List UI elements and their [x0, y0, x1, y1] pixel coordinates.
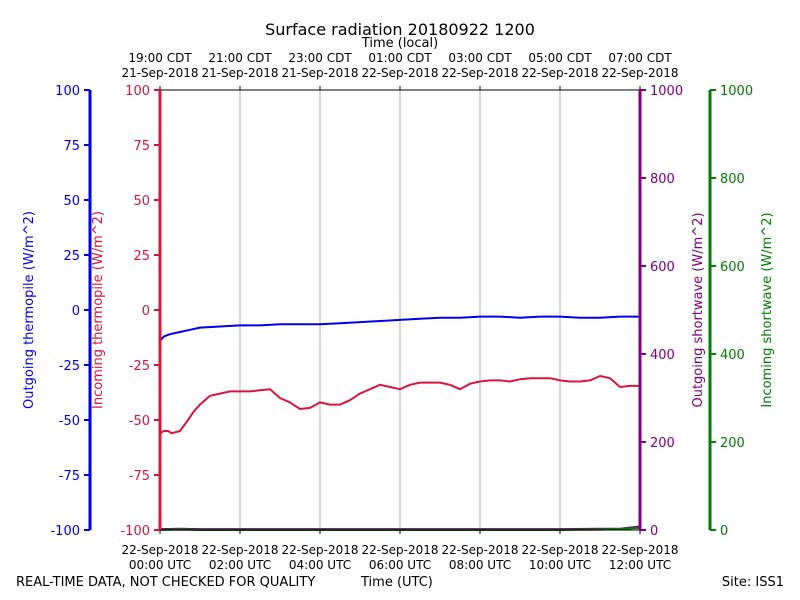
top-tick-label-time: 03:00 CDT: [448, 51, 512, 65]
chart-grid: [239, 90, 561, 530]
y-tick-label: 25: [133, 249, 150, 264]
y-tick-label: -50: [129, 414, 150, 429]
top-tick-label-date: 21-Sep-2018: [121, 66, 198, 80]
y-tick-label: 75: [63, 139, 80, 154]
y-tick-label: -75: [129, 469, 150, 484]
y-tick-label: 600: [720, 260, 745, 275]
top-tick-label-time: 23:00 CDT: [288, 51, 352, 65]
y-tick-label: 800: [720, 172, 745, 187]
y-tick-label: 400: [720, 348, 745, 363]
top-tick-label-date: 21-Sep-2018: [281, 66, 358, 80]
x-tick-label-time: 02:00 UTC: [209, 558, 271, 572]
y-axis-label: Outgoing shortwave (W/m^2): [691, 212, 706, 407]
y-axis-label: Incoming shortwave (W/m^2): [760, 212, 775, 407]
x-tick-label-date: 22-Sep-2018: [121, 543, 198, 557]
x-tick-label-time: 08:00 UTC: [449, 558, 511, 572]
top-tick-label-time: 01:00 CDT: [368, 51, 432, 65]
y-tick-label: 800: [650, 172, 675, 187]
y-tick-label: 50: [133, 194, 150, 209]
y-axis-label: Outgoing thermopile (W/m^2): [22, 211, 37, 409]
y-tick-label: 100: [55, 84, 80, 99]
y-tick-label: -100: [50, 524, 80, 539]
top-tick-label-date: 22-Sep-2018: [361, 66, 438, 80]
y-axis-label: Incoming thermopile (W/m^2): [91, 211, 106, 409]
top-tick-label-time: 19:00 CDT: [128, 51, 192, 65]
y-tick-label: 400: [650, 348, 675, 363]
x-tick-label-time: 10:00 UTC: [529, 558, 591, 572]
site-label: Site: ISS1: [721, 575, 784, 590]
series-line-outgoing-thermopile: [159, 315, 640, 342]
y-tick-label: 0: [720, 524, 728, 539]
y-tick-label: -75: [59, 469, 80, 484]
y-tick-label: 100: [125, 84, 150, 99]
series-line-incoming-thermopile: [159, 375, 640, 435]
x-tick-label-time: 06:00 UTC: [369, 558, 431, 572]
y-tick-label: 50: [63, 194, 80, 209]
y-tick-label: 0: [72, 304, 80, 319]
top-tick-label-date: 21-Sep-2018: [201, 66, 278, 80]
y-tick-label: 1000: [650, 84, 683, 99]
x-tick-label-time: 00:00 UTC: [129, 558, 191, 572]
x-tick-label-time: 12:00 UTC: [609, 558, 671, 572]
x-tick-label-date: 22-Sep-2018: [521, 543, 598, 557]
top-tick-label-time: 07:00 CDT: [608, 51, 672, 65]
top-tick-label-date: 22-Sep-2018: [441, 66, 518, 80]
y-tick-label: 200: [650, 436, 675, 451]
y-tick-label: 25: [63, 249, 80, 264]
y-tick-label: 0: [650, 524, 658, 539]
y-tick-label: -100: [120, 524, 150, 539]
x-tick-label-date: 22-Sep-2018: [361, 543, 438, 557]
y-tick-label: 600: [650, 260, 675, 275]
quality-disclaimer: REAL-TIME DATA, NOT CHECKED FOR QUALITY: [16, 575, 316, 590]
top-tick-label-time: 05:00 CDT: [528, 51, 592, 65]
x-tick-label-date: 22-Sep-2018: [281, 543, 358, 557]
x-tick-label-time: 04:00 UTC: [289, 558, 351, 572]
top-tick-label-date: 22-Sep-2018: [521, 66, 598, 80]
y-tick-label: -25: [129, 359, 150, 374]
y-tick-label: -25: [59, 359, 80, 374]
x-tick-label-date: 22-Sep-2018: [201, 543, 278, 557]
top-axis-label: Time (local): [361, 36, 438, 51]
x-axis-label: Time (UTC): [361, 575, 433, 590]
y-tick-label: 1000: [720, 84, 753, 99]
y-tick-label: -50: [59, 414, 80, 429]
top-tick-label-time: 21:00 CDT: [208, 51, 272, 65]
y-tick-label: 75: [133, 139, 150, 154]
y-tick-label: 0: [142, 304, 150, 319]
top-tick-label-date: 22-Sep-2018: [601, 66, 678, 80]
x-tick-label-date: 22-Sep-2018: [601, 543, 678, 557]
chart-title: Surface radiation 20180922 1200: [265, 20, 535, 39]
x-tick-label-date: 22-Sep-2018: [441, 543, 518, 557]
y-tick-label: 200: [720, 436, 745, 451]
